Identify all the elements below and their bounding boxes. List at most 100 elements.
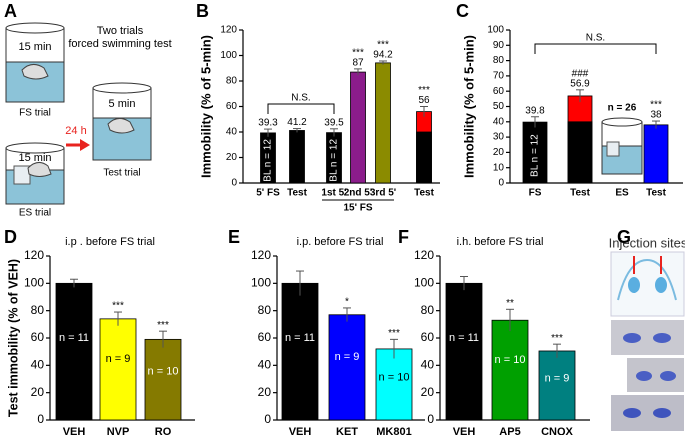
panel-label: D [4, 227, 17, 247]
bar [328, 314, 366, 421]
group-label: 15' FS [343, 203, 372, 214]
text: 24 h [65, 125, 86, 137]
y-tick-label: 40 [226, 127, 238, 138]
x-tick-label: 5' FS [256, 188, 280, 199]
atlas-region [628, 277, 640, 293]
bar [522, 121, 548, 184]
rat [107, 118, 135, 134]
bar [491, 319, 529, 421]
beaker-rim [5, 142, 65, 154]
bar-inner-label: n = 11 [285, 332, 315, 344]
x-tick-label: Test [646, 188, 666, 199]
value-label: 56.9 [570, 78, 590, 89]
significance-label: *** [418, 85, 430, 96]
x-tick-label: RO [155, 426, 172, 435]
significance-label: *** [388, 328, 400, 339]
y-axis-label: Immobility (% of 5-min) [461, 35, 476, 178]
bar-inner-label: BL n = 12 [329, 139, 340, 182]
y-tick-label: 120 [24, 248, 44, 262]
panel-label: C [456, 1, 469, 21]
es-illustration [601, 117, 643, 175]
y-tick-label: 100 [24, 276, 44, 290]
x-tick-label: KET [336, 426, 358, 435]
chart-title: i.p . before FS trial [65, 236, 155, 248]
bar-inner-label: n = 10 [148, 366, 179, 378]
y-tick-label: 60 [421, 330, 435, 344]
y-tick-label: 60 [493, 86, 505, 97]
y-tick-label: 90 [493, 40, 505, 51]
x-tick-label: ES [615, 188, 629, 199]
y-tick-label: 80 [31, 303, 45, 317]
bar-base [416, 131, 432, 184]
y-tick-label: 10 [493, 162, 505, 173]
bar [99, 318, 137, 421]
y-tick-label: 20 [258, 385, 272, 399]
value-label: 87 [352, 58, 364, 69]
bar-inner-label: n = 11 [449, 332, 479, 344]
bar [289, 130, 305, 184]
bar-base [567, 121, 593, 184]
panel-label: E [228, 227, 240, 247]
bar-inner-label: BL n = 12 [530, 134, 541, 177]
y-tick-label: 0 [231, 178, 237, 189]
y-tick-label: 0 [264, 412, 271, 426]
significance-label: ** [506, 298, 514, 309]
value-label: 38 [650, 110, 662, 121]
text: 5 min [109, 98, 136, 110]
y-tick-label: 80 [421, 303, 435, 317]
y-axis-label: Immobility (% of 5-min) [198, 35, 213, 178]
bracket [267, 103, 335, 114]
bar-inner-label: n = 9 [106, 353, 131, 365]
bar [643, 124, 669, 184]
text: 15 min [18, 41, 51, 53]
significance-label: ### [572, 68, 589, 79]
y-tick-label: 60 [226, 101, 238, 112]
bar-inner-label: BL n = 12 [263, 139, 274, 182]
x-tick-label: Test [414, 188, 434, 199]
x-tick-label: Test [570, 188, 590, 199]
value-label: 39.3 [258, 118, 278, 129]
y-tick-label: 50 [493, 101, 505, 112]
bracket-label: N.S. [291, 93, 310, 104]
rat [27, 162, 52, 177]
x-tick-label: FS [529, 188, 542, 199]
y-tick-label: 70 [493, 71, 505, 82]
brain-photo [611, 320, 684, 355]
value-label: 94.2 [373, 50, 393, 61]
arrow-head [80, 139, 90, 151]
y-tick-label: 0 [427, 412, 434, 426]
x-tick-label: CNQX [541, 426, 573, 435]
x-tick-label: VEH [63, 426, 86, 435]
bar-inner-label: n = 10 [379, 371, 410, 383]
y-tick-label: 100 [251, 276, 271, 290]
text: Two trials [97, 25, 144, 37]
y-tick-label: 40 [493, 116, 505, 127]
beaker-rim [601, 117, 643, 127]
atlas-region [655, 277, 667, 293]
text: FS trial [19, 108, 51, 119]
diagram-a: 15 min FS trial Two trials forced swimmi… [5, 22, 172, 219]
brain-photo [611, 395, 684, 431]
chart-title: i.h. before FS trial [457, 236, 544, 248]
stain [653, 333, 671, 343]
y-tick-label: 40 [421, 358, 435, 372]
x-tick-label: VEH [453, 426, 476, 435]
stain [636, 371, 652, 381]
x-tick-label: VEH [289, 426, 312, 435]
y-tick-label: 20 [31, 385, 45, 399]
rat [21, 64, 49, 80]
x-tick-label: 1st 5' [321, 188, 346, 199]
significance-label: *** [112, 301, 124, 312]
y-tick-label: 100 [414, 276, 434, 290]
panel-label: F [398, 227, 409, 247]
bracket [534, 43, 657, 54]
x-tick-label: 2nd 5' [344, 188, 373, 199]
stain [660, 371, 676, 381]
significance-label: *** [352, 48, 364, 59]
text: forced swimming test [68, 38, 171, 50]
atlas-outline [617, 258, 677, 301]
y-tick-label: 40 [31, 358, 45, 372]
y-tick-label: 30 [493, 132, 505, 143]
injection-images: Injection sites [609, 235, 685, 431]
